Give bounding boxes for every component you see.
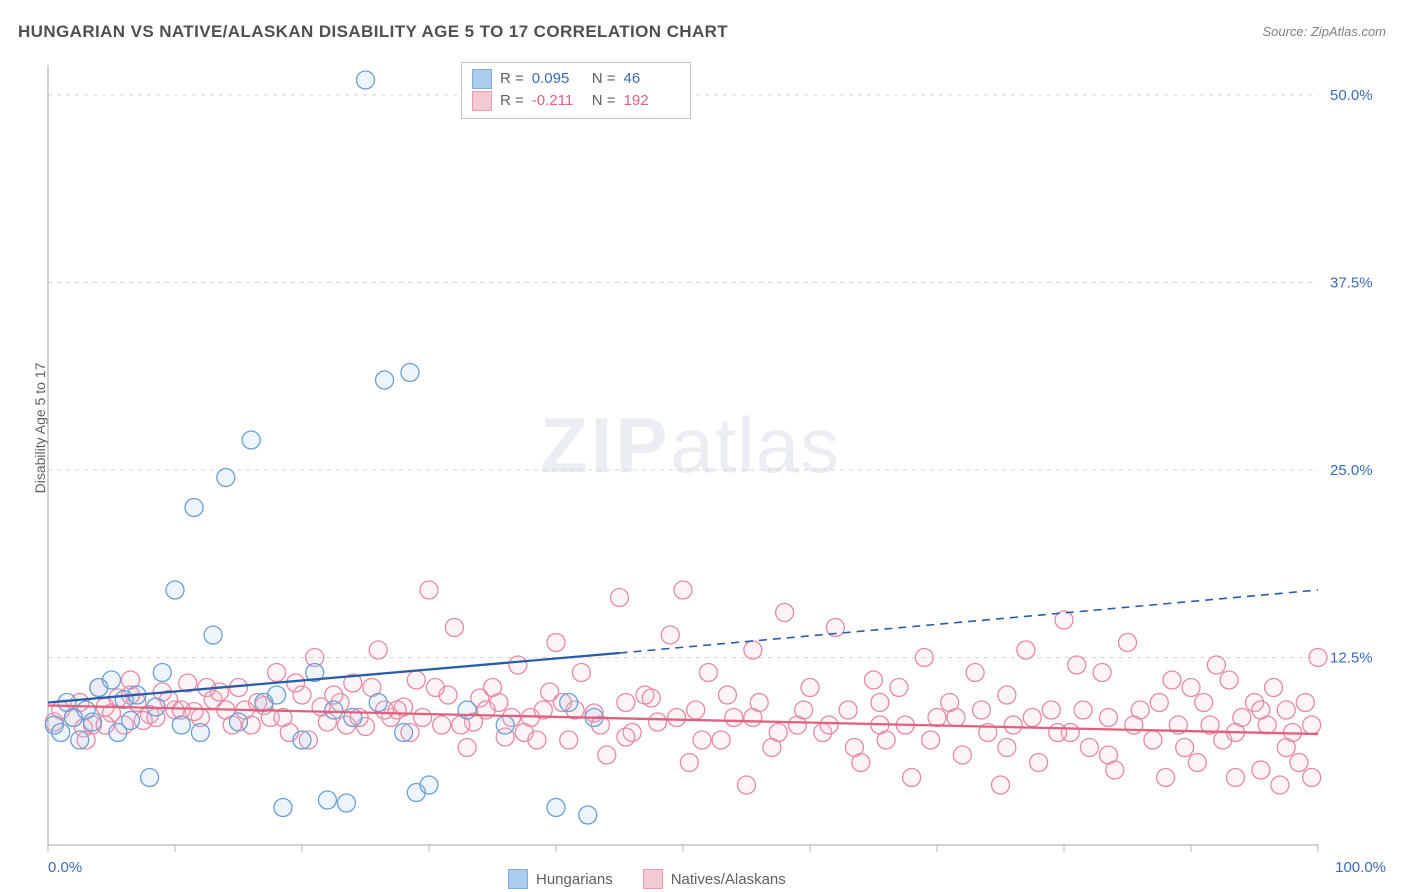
- x-min-label: 0.0%: [48, 859, 82, 876]
- svg-text:12.5%: 12.5%: [1330, 650, 1373, 667]
- svg-text:50.0%: 50.0%: [1330, 87, 1373, 104]
- source-credit: Source: ZipAtlas.com: [1262, 24, 1386, 39]
- correlation-legend: R = 0.095 N = 46 R = -0.211 N = 192: [461, 62, 691, 119]
- x-max-label: 100.0%: [1335, 859, 1386, 876]
- swatch-natives: [472, 91, 492, 111]
- legend-row-natives: R = -0.211 N = 192: [472, 90, 676, 112]
- legend-row-hungarians: R = 0.095 N = 46: [472, 68, 676, 90]
- svg-text:37.5%: 37.5%: [1330, 275, 1373, 292]
- chart-title: HUNGARIAN VS NATIVE/ALASKAN DISABILITY A…: [18, 22, 728, 42]
- svg-text:25.0%: 25.0%: [1330, 462, 1373, 479]
- r-value-natives: -0.211: [532, 90, 584, 112]
- legend-item-hungarians: Hungarians: [508, 869, 613, 889]
- n-value-natives: 192: [624, 90, 676, 112]
- series-legend: Hungarians Natives/Alaskans: [508, 869, 786, 889]
- swatch-icon: [508, 869, 528, 889]
- swatch-icon: [643, 869, 663, 889]
- r-value-hungarians: 0.095: [532, 68, 584, 90]
- scatter-plot: 12.5% 25.0% 37.5% 50.0%: [0, 55, 1406, 892]
- legend-item-natives: Natives/Alaskans: [643, 869, 786, 889]
- n-value-hungarians: 46: [624, 68, 676, 90]
- swatch-hungarians: [472, 69, 492, 89]
